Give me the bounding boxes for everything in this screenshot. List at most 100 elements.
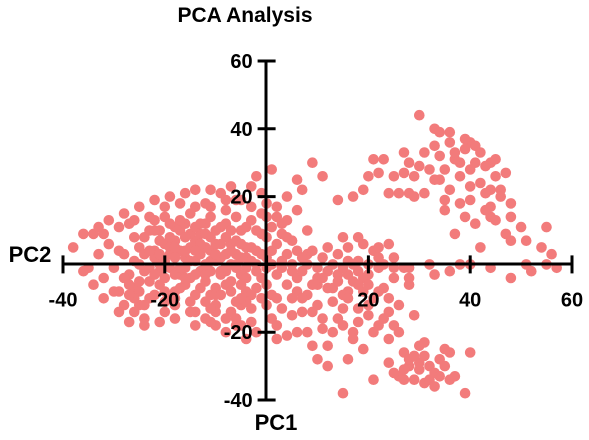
data-point bbox=[235, 293, 247, 304]
data-point bbox=[169, 293, 181, 304]
data-point bbox=[123, 279, 135, 291]
data-point bbox=[164, 191, 176, 202]
data-point bbox=[271, 201, 283, 213]
data-point bbox=[317, 323, 328, 335]
data-point bbox=[464, 164, 476, 175]
data-point bbox=[205, 316, 216, 328]
data-point bbox=[129, 306, 140, 318]
data-point bbox=[296, 293, 308, 304]
data-point bbox=[67, 242, 79, 253]
data-point bbox=[383, 357, 395, 369]
data-point bbox=[246, 201, 257, 213]
data-point bbox=[414, 160, 425, 172]
data-point bbox=[230, 194, 242, 206]
data-point bbox=[190, 201, 201, 213]
data-point bbox=[307, 306, 318, 318]
data-point bbox=[505, 272, 517, 284]
data-point bbox=[332, 276, 344, 287]
data-point bbox=[520, 235, 532, 246]
data-point bbox=[235, 238, 247, 250]
y-tick-label: -40 bbox=[224, 390, 253, 412]
data-point bbox=[312, 354, 323, 365]
data-point bbox=[174, 215, 186, 226]
data-point bbox=[225, 225, 237, 236]
data-point bbox=[240, 272, 252, 284]
data-point bbox=[225, 286, 237, 297]
data-point bbox=[424, 164, 435, 175]
data-point bbox=[317, 252, 328, 263]
data-point bbox=[398, 374, 410, 386]
data-point bbox=[449, 371, 461, 382]
data-point bbox=[505, 198, 517, 209]
data-point bbox=[123, 316, 135, 328]
data-point bbox=[307, 245, 318, 257]
data-point bbox=[434, 371, 446, 382]
x-tick-label: 40 bbox=[459, 289, 481, 311]
data-point bbox=[419, 337, 430, 348]
data-point bbox=[113, 245, 125, 257]
data-point bbox=[169, 242, 181, 253]
data-point bbox=[470, 140, 481, 152]
data-point bbox=[363, 299, 374, 311]
data-point bbox=[271, 211, 283, 223]
data-point bbox=[500, 167, 512, 179]
data-point bbox=[363, 279, 374, 291]
data-point bbox=[302, 225, 313, 236]
data-point bbox=[271, 238, 283, 250]
data-point bbox=[419, 147, 430, 158]
data-point bbox=[190, 289, 201, 301]
x-tick-label: 0 bbox=[371, 289, 382, 311]
data-point bbox=[225, 181, 237, 192]
y-tick-label: 20 bbox=[230, 187, 252, 209]
data-point bbox=[388, 272, 400, 284]
data-point bbox=[332, 194, 344, 206]
data-point bbox=[322, 242, 334, 253]
data-point bbox=[78, 265, 89, 277]
data-point bbox=[342, 354, 354, 365]
data-point bbox=[291, 326, 303, 338]
data-point bbox=[352, 303, 364, 314]
data-point bbox=[373, 167, 384, 179]
data-point bbox=[271, 333, 283, 345]
data-point bbox=[429, 174, 440, 185]
data-point bbox=[388, 252, 400, 263]
data-point bbox=[444, 137, 456, 148]
data-point bbox=[439, 343, 451, 355]
data-point bbox=[408, 310, 420, 321]
data-point bbox=[154, 248, 165, 260]
data-point bbox=[296, 306, 308, 318]
data-point bbox=[195, 218, 206, 229]
data-point bbox=[337, 387, 349, 399]
data-point bbox=[459, 133, 471, 145]
data-point bbox=[93, 248, 104, 260]
data-point bbox=[296, 265, 308, 277]
data-point bbox=[393, 299, 405, 311]
data-point bbox=[179, 187, 191, 199]
data-point bbox=[541, 221, 552, 233]
data-point bbox=[480, 160, 491, 172]
data-point bbox=[434, 150, 446, 162]
data-point bbox=[190, 184, 201, 196]
data-point bbox=[419, 187, 430, 199]
data-point bbox=[403, 272, 415, 284]
data-point bbox=[439, 204, 451, 216]
data-point bbox=[414, 109, 425, 121]
data-point bbox=[88, 279, 99, 291]
data-point bbox=[505, 211, 517, 223]
data-point bbox=[332, 248, 344, 260]
data-point bbox=[134, 276, 145, 287]
data-point bbox=[246, 181, 257, 192]
data-point bbox=[251, 265, 262, 277]
data-point bbox=[200, 198, 211, 209]
data-point bbox=[342, 293, 354, 304]
data-point bbox=[449, 228, 461, 240]
y-tick-label: 60 bbox=[230, 51, 252, 73]
data-point bbox=[439, 360, 451, 372]
data-point bbox=[383, 238, 395, 250]
data-point bbox=[205, 211, 216, 223]
data-point bbox=[347, 333, 359, 345]
data-point bbox=[302, 326, 313, 338]
data-point bbox=[398, 364, 410, 375]
data-point bbox=[220, 313, 232, 324]
data-point bbox=[454, 171, 466, 182]
